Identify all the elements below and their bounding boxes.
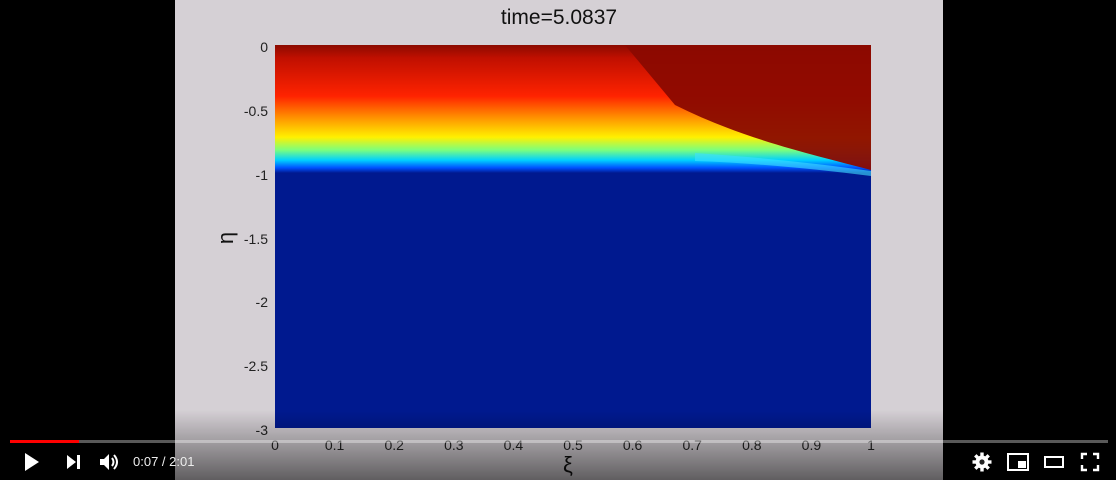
x-axis-label: ξ bbox=[563, 452, 573, 477]
next-button[interactable] bbox=[60, 449, 88, 475]
progress-bar[interactable] bbox=[10, 440, 1108, 443]
time-display: 0:07 / 2:01 bbox=[133, 454, 194, 469]
y-tick-label: -1.5 bbox=[243, 230, 268, 247]
volume-button[interactable] bbox=[96, 449, 124, 475]
next-icon bbox=[67, 455, 80, 469]
play-icon bbox=[25, 453, 39, 471]
theater-mode-button[interactable] bbox=[1040, 449, 1068, 475]
progress-played bbox=[10, 440, 80, 443]
settings-icon bbox=[972, 452, 992, 472]
y-tick-label: -1 bbox=[255, 166, 268, 183]
volume-icon bbox=[100, 454, 118, 470]
y-tick-label: 0 bbox=[260, 39, 268, 55]
heatmap-svg bbox=[275, 45, 871, 428]
theater-mode-icon bbox=[1044, 456, 1064, 468]
plot-title: time=5.0837 bbox=[500, 6, 618, 29]
miniplayer-button[interactable] bbox=[1004, 449, 1032, 475]
right-dark-wedge bbox=[625, 45, 871, 170]
heatmap-axes bbox=[275, 45, 871, 428]
current-time: 0:07 bbox=[133, 454, 159, 469]
y-tick-label: -3 bbox=[255, 422, 268, 438]
y-tick-label: -2.5 bbox=[243, 358, 268, 375]
fullscreen-button[interactable] bbox=[1076, 449, 1104, 475]
y-axis-label: η bbox=[213, 231, 239, 245]
y-tick-label: -0.5 bbox=[243, 102, 268, 119]
interface-fade bbox=[695, 153, 871, 176]
fullscreen-icon bbox=[1080, 452, 1100, 472]
video-frame[interactable]: time=5.0837 bbox=[175, 0, 943, 480]
y-tick-label: -2 bbox=[255, 294, 268, 311]
settings-button[interactable] bbox=[968, 449, 996, 475]
time-separator: / bbox=[158, 454, 170, 469]
miniplayer-icon bbox=[1007, 453, 1029, 471]
duration: 2:01 bbox=[169, 454, 195, 469]
play-button[interactable] bbox=[18, 449, 46, 475]
